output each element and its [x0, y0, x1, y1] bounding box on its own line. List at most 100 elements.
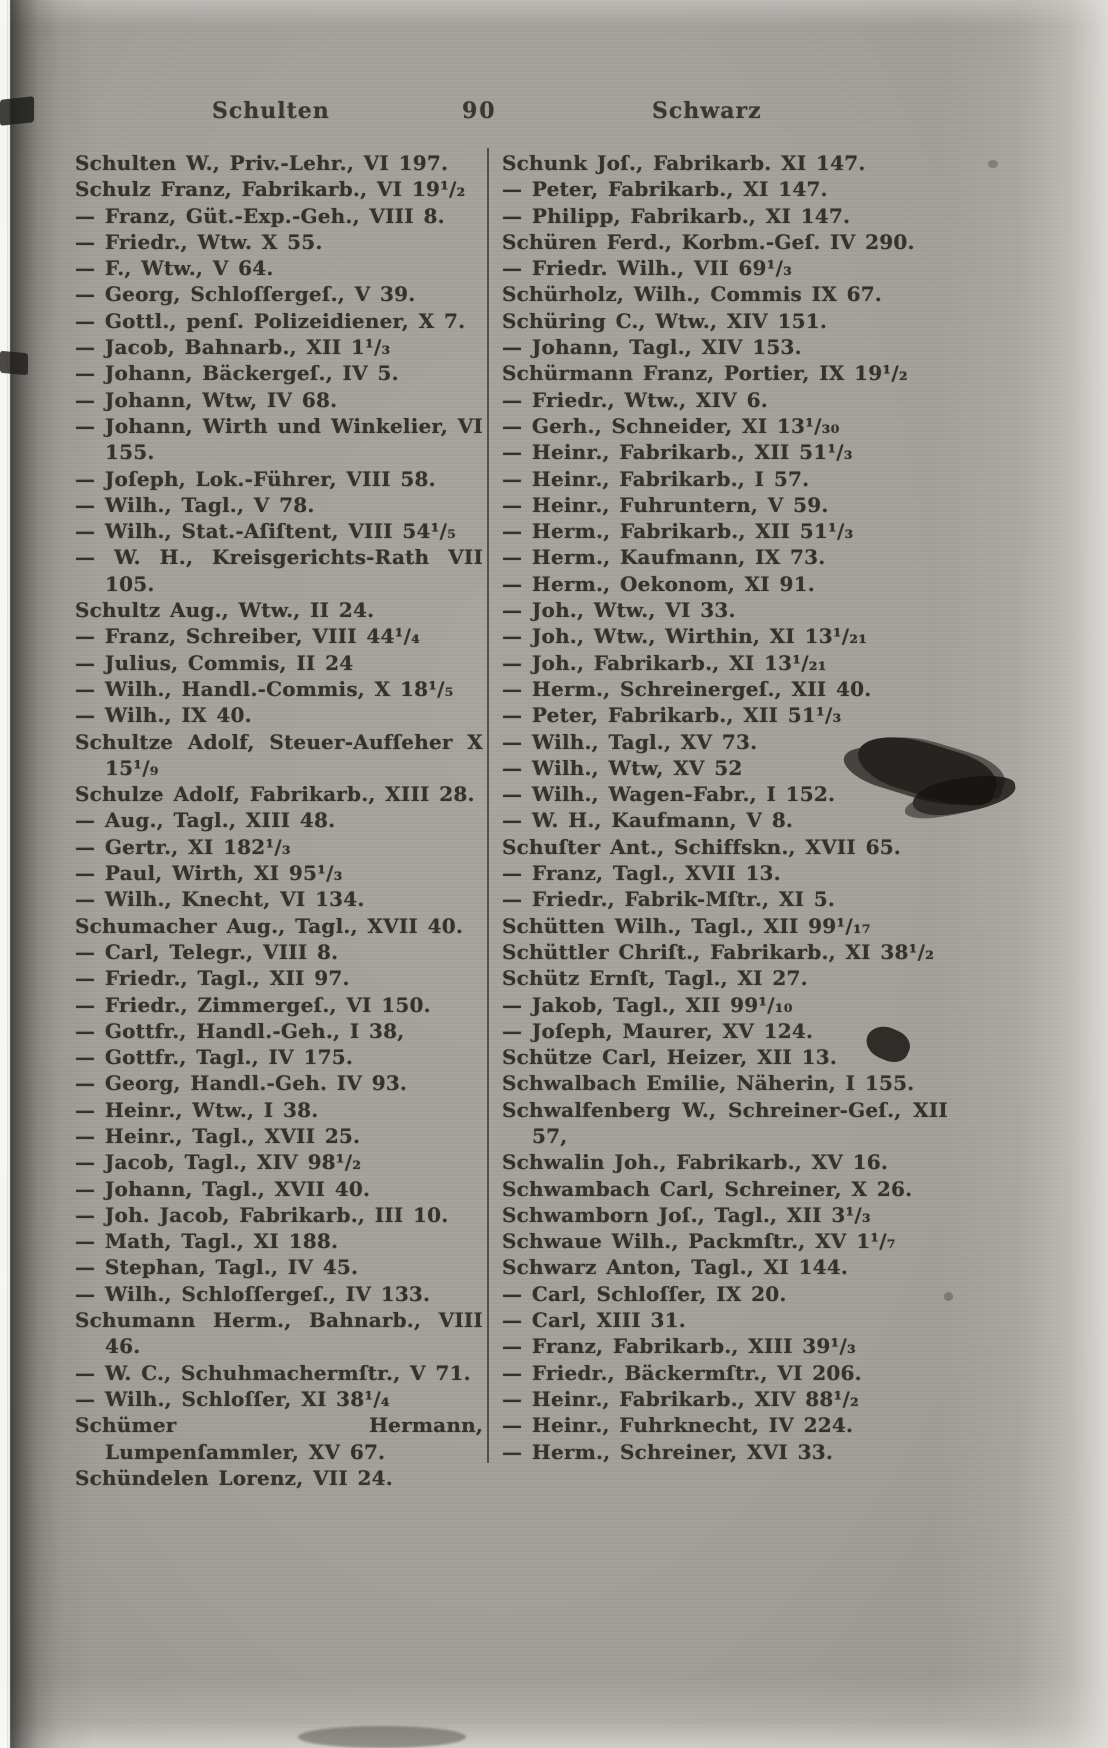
directory-entry: — Heinr., Fuhrknecht, IV 224. [502, 1413, 854, 1438]
directory-entry: Schwambach Carl, Schreiner, X 26. [502, 1176, 913, 1201]
directory-entry: — Joh., Wtw., Wirthin, XI 13¹/₂₁ [502, 624, 868, 649]
directory-entry: — Gottl., penſ. Polizeidiener, X 7. [75, 308, 466, 333]
directory-entry: — Franz, Fabrikarb., XIII 39¹/₃ [502, 1334, 856, 1359]
directory-entry: Schumann Herm., Bahnarb., VIII 46. [75, 1308, 483, 1359]
directory-entry: Schwalin Joh., Fabrikarb., XV 16. [502, 1150, 889, 1175]
directory-entry: — Wilh., IX 40. [75, 703, 252, 728]
directory-entry: Schulz Franz, Fabrikarb., VI 19¹/₂ [75, 177, 466, 202]
directory-entry: — Jacob, Tagl., XIV 98¹/₂ [75, 1150, 362, 1175]
directory-entry: Schütten Wilh., Tagl., XII 99¹/₁₇ [502, 913, 871, 938]
directory-entry: — Johann, Tagl., XIV 153. [502, 335, 802, 360]
page-fold-line [8, 0, 10, 1748]
directory-entry: — Heinr., Tagl., XVII 25. [75, 1123, 361, 1148]
directory-entry: — Jakob, Tagl., XII 99¹/₁₀ [502, 992, 793, 1017]
directory-entry: — Wilh., Stat.-Aſiſtent, VIII 54¹/₅ [75, 519, 457, 544]
directory-entry: — Peter, Fabrikarb., XII 51¹/₃ [502, 703, 842, 728]
directory-entry: — Peter, Fabrikarb., XI 147. [502, 177, 828, 202]
directory-entry: — Gerh., Schneider, XI 13¹/₃₀ [502, 413, 840, 438]
directory-entry: — Heinr., Wtw., I 38. [75, 1097, 319, 1122]
directory-entry: — Wilh., Wtw, XV 52 [502, 755, 743, 780]
directory-entry: — W. C., Schuhmachermſtr., V 71. [75, 1360, 471, 1385]
directory-entry: — Wilh., Tagl., XV 73. [502, 729, 758, 754]
margin-ink-mark [0, 350, 28, 376]
directory-entry: — Math, Tagl., XI 188. [75, 1229, 339, 1254]
directory-entry: — Johann, Tagl., XVII 40. [75, 1176, 371, 1201]
directory-entry: Schüring C., Wtw., XIV 151. [502, 308, 828, 333]
directory-entry: — Julius, Commis, II 24 [75, 650, 354, 675]
directory-entry: — Herm., Schreiner, XVI 33. [502, 1439, 834, 1464]
page-number: 90 [462, 98, 497, 124]
directory-entry: — Friedr., Zimmergeſ., VI 150. [75, 992, 431, 1017]
directory-entry: — Wilh., Knecht, VI 134. [75, 887, 365, 912]
directory-column-right: Schunk Joſ., Fabrikarb. XI 147. — Peter, … [502, 150, 948, 1465]
directory-entry: Schümer Hermann, Lumpenſammler, XV 67. [75, 1413, 483, 1464]
directory-entry: Schwamborn Joſ., Tagl., XII 3¹/₃ [502, 1202, 871, 1227]
directory-entry: — Friedr., Fabrik-Mſtr., XI 5. [502, 887, 836, 912]
directory-entry: Schultze Adolf, Steuer-Aufſeher X 15¹/₉ [75, 729, 483, 780]
directory-entry: — Georg, Handl.-Geh. IV 93. [75, 1071, 408, 1096]
directory-entry: Schulze Adolf, Fabrikarb., XIII 28. [75, 782, 475, 807]
directory-entry: — Johann, Wirth und Winkelier, VI 155. [75, 413, 483, 465]
header-catchword-left: Schulten [212, 98, 330, 124]
directory-column-left: Schulten W., Priv.-Lehr., VI 197. Schulz … [75, 150, 483, 1491]
directory-entry: — Friedr., Wtw., XIV 6. [502, 387, 768, 412]
directory-entry: Schwaue Wilh., Packmſtr., XV 1¹/₇ [502, 1229, 896, 1254]
directory-entry: Schwalfenberg W., Schreiner-Geſ., XII 57… [502, 1097, 948, 1148]
directory-entry: — Paul, Wirth, XI 95¹/₃ [75, 861, 343, 886]
column-divider-rule [487, 148, 489, 1463]
directory-entry: — W. H., Kaufmann, V 8. [502, 808, 794, 833]
directory-entry: — Jacob, Bahnarb., XII 1¹/₃ [75, 335, 391, 360]
directory-entry: Schütze Carl, Heizer, XII 13. [502, 1045, 838, 1070]
paper-speck [944, 1292, 953, 1301]
directory-entry: — Herm., Oekonom, XI 91. [502, 571, 815, 596]
directory-entry: — Johann, Wtw, IV 68. [75, 387, 338, 412]
directory-entry: — Herm., Fabrikarb., XII 51¹/₃ [502, 519, 854, 544]
bottom-edge-stain [298, 1726, 466, 1748]
directory-entry: — Carl, Schloſſer, IX 20. [502, 1281, 787, 1306]
directory-entry: — Friedr. Wilh., VII 69¹/₃ [502, 256, 793, 281]
directory-entry: Schuſter Ant., Schiffskn., XVII 65. [502, 834, 901, 859]
directory-entry: — Wilh., Schloſſer, XI 38¹/₄ [75, 1386, 390, 1411]
directory-entry: — Gottfr., Handl.-Geh., I 38, [75, 1018, 405, 1043]
directory-entry: — Wilh., Handl.-Commis, X 18¹/₅ [75, 676, 454, 701]
directory-entry: — Friedr., Wtw. X 55. [75, 229, 323, 254]
directory-entry: — Franz, Tagl., XVII 13. [502, 861, 781, 886]
directory-entry: — Heinr., Fabrikarb., XIV 88¹/₂ [502, 1386, 859, 1411]
directory-entry: — Aug., Tagl., XIII 48. [75, 808, 336, 833]
directory-entry: — Carl, Telegr., VIII 8. [75, 939, 339, 964]
directory-entry: — Joſeph, Lok.-Führer, VIII 58. [75, 466, 436, 491]
directory-entry: — Heinr., Fuhruntern, V 59. [502, 492, 829, 517]
directory-entry: — Franz, Güt.-Exp.-Geh., VIII 8. [75, 203, 445, 228]
directory-entry: — Stephan, Tagl., IV 45. [75, 1255, 359, 1280]
directory-entry: — Philipp, Fabrikarb., XI 147. [502, 203, 851, 228]
directory-entry: — Gottfr., Tagl., IV 175. [75, 1045, 353, 1070]
running-header: Schulten 90 Schwarz [0, 98, 1108, 130]
directory-entry: — Wilh., Tagl., V 78. [75, 492, 315, 517]
directory-entry: — Heinr., Fabrikarb., I 57. [502, 466, 810, 491]
directory-entry: Schunk Joſ., Fabrikarb. XI 147. [502, 151, 866, 175]
directory-entry: — W. H., Kreisgerichts-Rath VII 105. [75, 545, 483, 596]
directory-entry: — Georg, Schloſſergeſ., V 39. [75, 282, 416, 307]
directory-entry: Schüren Ferd., Korbm.-Geſ. IV 290. [502, 229, 915, 254]
directory-entry: — Carl, XIII 31. [502, 1308, 686, 1333]
directory-entry: — Johann, Bäckergeſ., IV 5. [75, 361, 399, 386]
directory-entry: — Herm., Kaufmann, IX 73. [502, 545, 826, 570]
directory-entry: — F., Wtw., V 64. [75, 256, 274, 281]
directory-entry: Schürholz, Wilh., Commis IX 67. [502, 282, 882, 307]
directory-entry: Schulten W., Priv.-Lehr., VI 197. [75, 151, 449, 175]
directory-entry: — Franz, Schreiber, VIII 44¹/₄ [75, 624, 421, 649]
directory-entry: — Gertr., XI 182¹/₃ [75, 834, 291, 859]
directory-entry: — Wilh., Wagen-Fabr., I 152. [502, 782, 836, 807]
directory-entry: — Joh., Wtw., VI 33. [502, 598, 736, 623]
directory-entry: Schultz Aug., Wtw., II 24. [75, 598, 375, 623]
paper-speck [988, 160, 998, 168]
header-catchword-right: Schwarz [652, 98, 762, 124]
directory-entry: Schündelen Lorenz, VII 24. [75, 1465, 393, 1490]
directory-entry: — Joſeph, Maurer, XV 124. [502, 1018, 814, 1043]
directory-entry: — Herm., Schreinergeſ., XII 40. [502, 676, 872, 701]
directory-entry: — Friedr., Tagl., XII 97. [75, 966, 350, 991]
directory-entry: Schürmann Franz, Portier, IX 19¹/₂ [502, 361, 908, 386]
directory-entry: Schwarz Anton, Tagl., XI 144. [502, 1255, 849, 1280]
directory-entry: — Joh. Jacob, Fabrikarb., III 10. [75, 1202, 449, 1227]
